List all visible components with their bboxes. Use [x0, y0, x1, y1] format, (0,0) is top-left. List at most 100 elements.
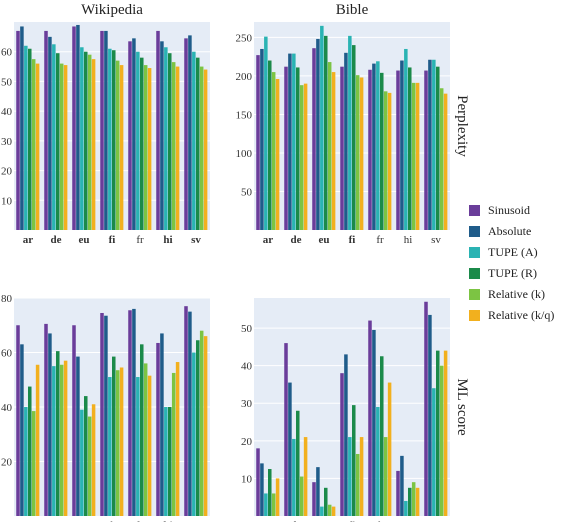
- panel-bible-ml-score: 10 20 30 40 50 ar de eu fi fr hi sv ML score: [241, 298, 470, 522]
- bar-tupe-r-de: [56, 53, 60, 231]
- y-tick-label: 100: [236, 148, 253, 160]
- bar-relative-k-eu: [327, 504, 332, 516]
- y-tick-label: 40: [1, 106, 13, 118]
- bar-relative-k-q-ar: [35, 63, 40, 230]
- x-tick-label-sv: sv: [191, 234, 201, 246]
- bar-sinusoid-hi: [156, 342, 160, 516]
- bar-tupe-a-de: [292, 438, 296, 516]
- x-tick-label-fr: fr: [376, 234, 384, 246]
- bar-relative-k-ar: [31, 59, 36, 231]
- legend-label: Relative (k): [488, 287, 545, 301]
- x-tick-label-eu: eu: [319, 520, 330, 522]
- bar-relative-k-eu: [327, 62, 332, 230]
- bar-sinusoid-eu: [312, 482, 316, 516]
- bar-relative-k-q-de: [63, 360, 68, 516]
- legend-swatch: [469, 205, 480, 216]
- bar-tupe-r-eu: [324, 35, 328, 230]
- bar-absolute-fr: [132, 308, 136, 516]
- bar-absolute-sv: [428, 59, 432, 230]
- bar-tupe-r-sv: [196, 340, 200, 516]
- bar-tupe-r-ar: [268, 469, 272, 516]
- bar-tupe-a-sv: [192, 352, 196, 516]
- bar-relative-k-de: [59, 63, 64, 230]
- bar-tupe-r-de: [56, 351, 60, 516]
- bar-relative-k-ar: [271, 72, 276, 231]
- bar-sinusoid-sv: [184, 38, 188, 230]
- bar-absolute-de: [48, 36, 52, 230]
- bar-absolute-hi: [400, 60, 404, 230]
- bar-relative-k-q-fr: [147, 68, 152, 230]
- x-tick-label-fi: fi: [349, 234, 356, 246]
- bar-tupe-r-sv: [436, 66, 440, 230]
- bar-sinusoid-sv: [424, 301, 428, 516]
- bar-sinusoid-fr: [368, 69, 372, 230]
- x-tick-label-ar: ar: [23, 520, 34, 522]
- bar-sinusoid-de: [284, 66, 288, 230]
- bar-sinusoid-fi: [340, 373, 344, 516]
- bar-relative-k-ar: [31, 411, 36, 516]
- bar-relative-k-q-hi: [415, 487, 420, 516]
- x-tick-label-ar: ar: [264, 520, 273, 522]
- bar-sinusoid-eu: [72, 325, 76, 516]
- bar-relative-k-q-de: [303, 437, 308, 516]
- bar-absolute-hi: [160, 41, 164, 230]
- bar-sinusoid-sv: [184, 306, 188, 516]
- legend-item: Relative (k/q): [469, 305, 554, 326]
- legend-item: TUPE (A): [469, 242, 554, 263]
- bar-tupe-r-hi: [408, 487, 412, 516]
- bar-relative-k-q-fi: [119, 367, 124, 516]
- bar-relative-k-sv: [199, 66, 204, 230]
- bar-tupe-r-fi: [352, 45, 356, 230]
- bar-tupe-a-eu: [80, 47, 84, 230]
- bar-absolute-fi: [104, 315, 108, 516]
- bar-absolute-fi: [344, 354, 348, 516]
- bar-tupe-a-hi: [404, 48, 408, 230]
- x-tick-label-eu: eu: [319, 234, 330, 246]
- bar-tupe-a-hi: [404, 500, 408, 516]
- bar-tupe-a-fr: [136, 377, 140, 516]
- bar-relative-k-q-fi: [119, 65, 124, 230]
- bar-sinusoid-de: [44, 30, 48, 230]
- bar-tupe-a-fr: [136, 51, 140, 230]
- bar-absolute-fi: [344, 52, 348, 230]
- x-tick-label-fi: fi: [349, 520, 356, 522]
- bar-absolute-de: [48, 333, 52, 516]
- panel-wikipedia-perplexity: 10 20 30 40 50 60 ar de eu fi fr hi sv Wikipedia: [1, 2, 210, 246]
- bar-tupe-r-sv: [436, 350, 440, 516]
- bar-relative-k-fr: [383, 91, 388, 230]
- bar-sinusoid-de: [44, 323, 48, 516]
- bar-tupe-r-fi: [352, 405, 356, 516]
- bar-relative-k-sv: [439, 365, 444, 516]
- bar-relative-k-q-eu: [331, 72, 336, 231]
- y-tick-label: 30: [1, 136, 13, 148]
- y-tick-label: 50: [241, 323, 253, 335]
- x-tick-label-fr: fr: [136, 520, 145, 522]
- bar-tupe-r-ar: [28, 48, 32, 230]
- panel-bible-perplexity: 50 100 150 200 250 ar de eu fi fr hi sv Bible Perplex…: [236, 2, 471, 246]
- bar-relative-k-hi: [171, 372, 176, 516]
- bar-tupe-a-sv: [432, 388, 436, 516]
- y-tick-label: 50: [241, 186, 253, 198]
- bar-relative-k-q-fr: [387, 92, 392, 230]
- y-tick-label: 10: [1, 195, 13, 207]
- x-tick-label-fr: fr: [136, 234, 144, 246]
- bar-tupe-r-fi: [112, 50, 116, 230]
- bar-tupe-a-eu: [80, 409, 84, 516]
- bar-tupe-a-ar: [24, 407, 28, 516]
- bar-absolute-eu: [316, 38, 320, 230]
- bar-relative-k-q-sv: [443, 93, 448, 231]
- bar-absolute-eu: [76, 24, 80, 230]
- bar-tupe-a-hi: [164, 47, 168, 230]
- bar-relative-k-q-sv: [203, 69, 208, 231]
- bar-tupe-a-fi: [348, 35, 352, 230]
- bar-sinusoid-fi: [100, 30, 104, 230]
- bar-relative-k-fr: [383, 437, 388, 516]
- bar-sinusoid-eu: [72, 26, 76, 231]
- bar-tupe-r-ar: [28, 386, 32, 516]
- bar-sinusoid-fr: [368, 320, 372, 516]
- bar-relative-k-q-de: [303, 83, 308, 230]
- panel-wikipedia-ml-score: 20 40 60 80 ar de eu fi fr hi sv: [1, 293, 210, 522]
- y-tick-label: 60: [1, 47, 13, 59]
- x-tick-label-sv: sv: [431, 234, 441, 246]
